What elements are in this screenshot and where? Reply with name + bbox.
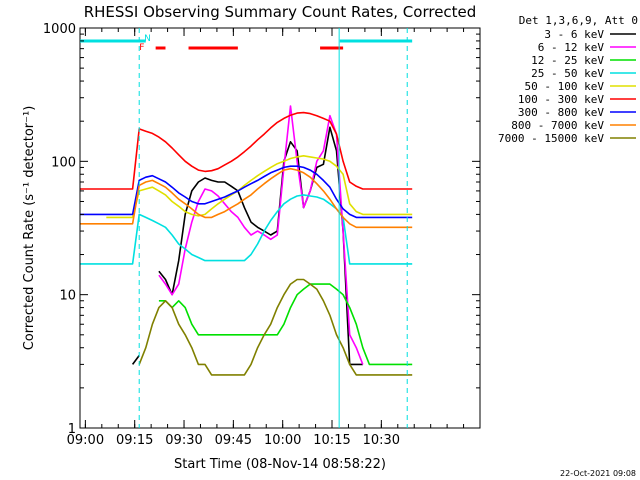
y-tick-label-3: 1000 bbox=[43, 22, 76, 37]
footer-timestamp: 22-Oct-2021 09:08 bbox=[560, 469, 636, 478]
series-line-1 bbox=[158, 105, 364, 365]
legend-label-3: 25 - 50 keV bbox=[531, 67, 604, 80]
series-line-0 bbox=[131, 126, 363, 366]
legend-label-4: 50 - 100 keV bbox=[525, 80, 605, 93]
x-tick-label-4: 10:00 bbox=[264, 433, 301, 448]
plot-frame bbox=[79, 27, 481, 429]
legend-label-0: 3 - 6 keV bbox=[544, 28, 604, 41]
legend-header: Det 1,3,6,9, Att 0 bbox=[519, 14, 638, 27]
y-tick-label-0: 1 bbox=[68, 422, 76, 437]
x-axis-label: Start Time (08-Nov-14 08:58:22) bbox=[174, 457, 386, 472]
y-tick-label-2: 100 bbox=[51, 155, 76, 170]
legend-label-2: 12 - 25 keV bbox=[531, 54, 604, 67]
plot-area bbox=[80, 105, 413, 376]
flag-label-f: F bbox=[139, 43, 144, 53]
legend-label-5: 100 - 300 keV bbox=[518, 93, 604, 106]
annotations: NF bbox=[80, 28, 413, 428]
series-line-7 bbox=[80, 167, 413, 229]
legend-label-7: 800 - 7000 keV bbox=[511, 119, 604, 132]
x-tick-label-5: 10:15 bbox=[313, 433, 350, 448]
y-axis-label: Corrected Count Rate (s⁻¹ detector⁻¹) bbox=[22, 106, 37, 351]
series-line-3 bbox=[80, 194, 413, 265]
x-tick-label-6: 10:30 bbox=[363, 433, 400, 448]
legend-label-8: 7000 - 15000 keV bbox=[498, 132, 604, 145]
series-line-2 bbox=[158, 283, 413, 366]
legend-label-6: 300 - 800 keV bbox=[518, 106, 604, 119]
x-tick-label-1: 09:15 bbox=[116, 433, 153, 448]
x-tick-label-3: 09:45 bbox=[215, 433, 252, 448]
legend-label-1: 6 - 12 keV bbox=[538, 41, 605, 54]
y-tick-label-1: 10 bbox=[59, 289, 76, 304]
chart-title: RHESSI Observing Summary Count Rates, Co… bbox=[84, 3, 477, 21]
flag-label-n: N bbox=[144, 34, 151, 44]
series-line-6 bbox=[80, 165, 413, 219]
series-line-4 bbox=[106, 155, 413, 219]
axes: 09:00 09:15 09:30 09:45 10:00 10:15 10:30 1 10 10… bbox=[43, 22, 481, 448]
x-tick-label-2: 09:30 bbox=[165, 433, 202, 448]
series-line-8 bbox=[138, 278, 413, 376]
x-tick-label-0: 09:00 bbox=[67, 433, 104, 448]
series-line-5 bbox=[80, 111, 413, 190]
